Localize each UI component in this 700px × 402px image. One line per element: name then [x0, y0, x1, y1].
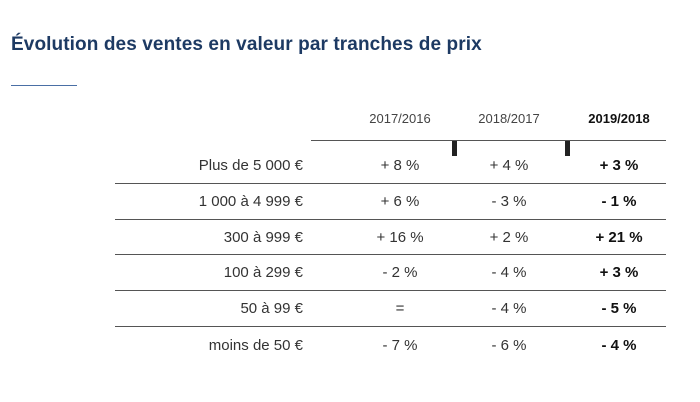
cell-value: - 2 % — [382, 264, 418, 281]
cell-value: - 5 % — [601, 300, 637, 317]
page-title: Évolution des ventes en valeur par tranc… — [11, 34, 482, 55]
header-divider — [311, 140, 666, 141]
row-label-plus-de-5000: Plus de 5 000 € — [198, 157, 303, 174]
row-divider — [115, 290, 666, 291]
cell-value: + 21 % — [595, 229, 643, 246]
cell-value: - 7 % — [382, 337, 418, 354]
cell-value: + 2 % — [489, 229, 529, 246]
row-label-1000-4999: 1 000 à 4 999 € — [198, 193, 303, 210]
cell-value: - 4 % — [491, 264, 527, 281]
column-header-2018-2017: 2018/2017 — [478, 111, 540, 126]
row-divider — [115, 254, 666, 255]
cell-value: - 1 % — [601, 193, 637, 210]
cell-value: = — [395, 300, 405, 317]
cell-value: - 3 % — [491, 193, 527, 210]
row-label-300-999: 300 à 999 € — [223, 229, 303, 246]
cell-value: + 16 % — [376, 229, 424, 246]
column-marker — [565, 141, 570, 156]
title-underline — [11, 85, 77, 86]
cell-value: - 6 % — [491, 337, 527, 354]
cell-value: - 4 % — [601, 337, 637, 354]
row-label-100-299: 100 à 299 € — [223, 264, 303, 281]
row-divider — [115, 326, 666, 327]
row-divider — [115, 219, 666, 220]
row-label-50-99: 50 à 99 € — [240, 300, 303, 317]
cell-value: - 4 % — [491, 300, 527, 317]
cell-value: + 3 % — [599, 264, 639, 281]
column-header-2017-2016: 2017/2016 — [369, 111, 431, 126]
row-label-moins-de-50: moins de 50 € — [208, 337, 303, 354]
cell-value: + 4 % — [489, 157, 529, 174]
cell-value: + 6 % — [380, 193, 420, 210]
row-divider — [115, 183, 666, 184]
column-marker — [452, 141, 457, 156]
cell-value: + 3 % — [599, 157, 639, 174]
cell-value: + 8 % — [380, 157, 420, 174]
column-header-2019-2018: 2019/2018 — [588, 111, 650, 126]
